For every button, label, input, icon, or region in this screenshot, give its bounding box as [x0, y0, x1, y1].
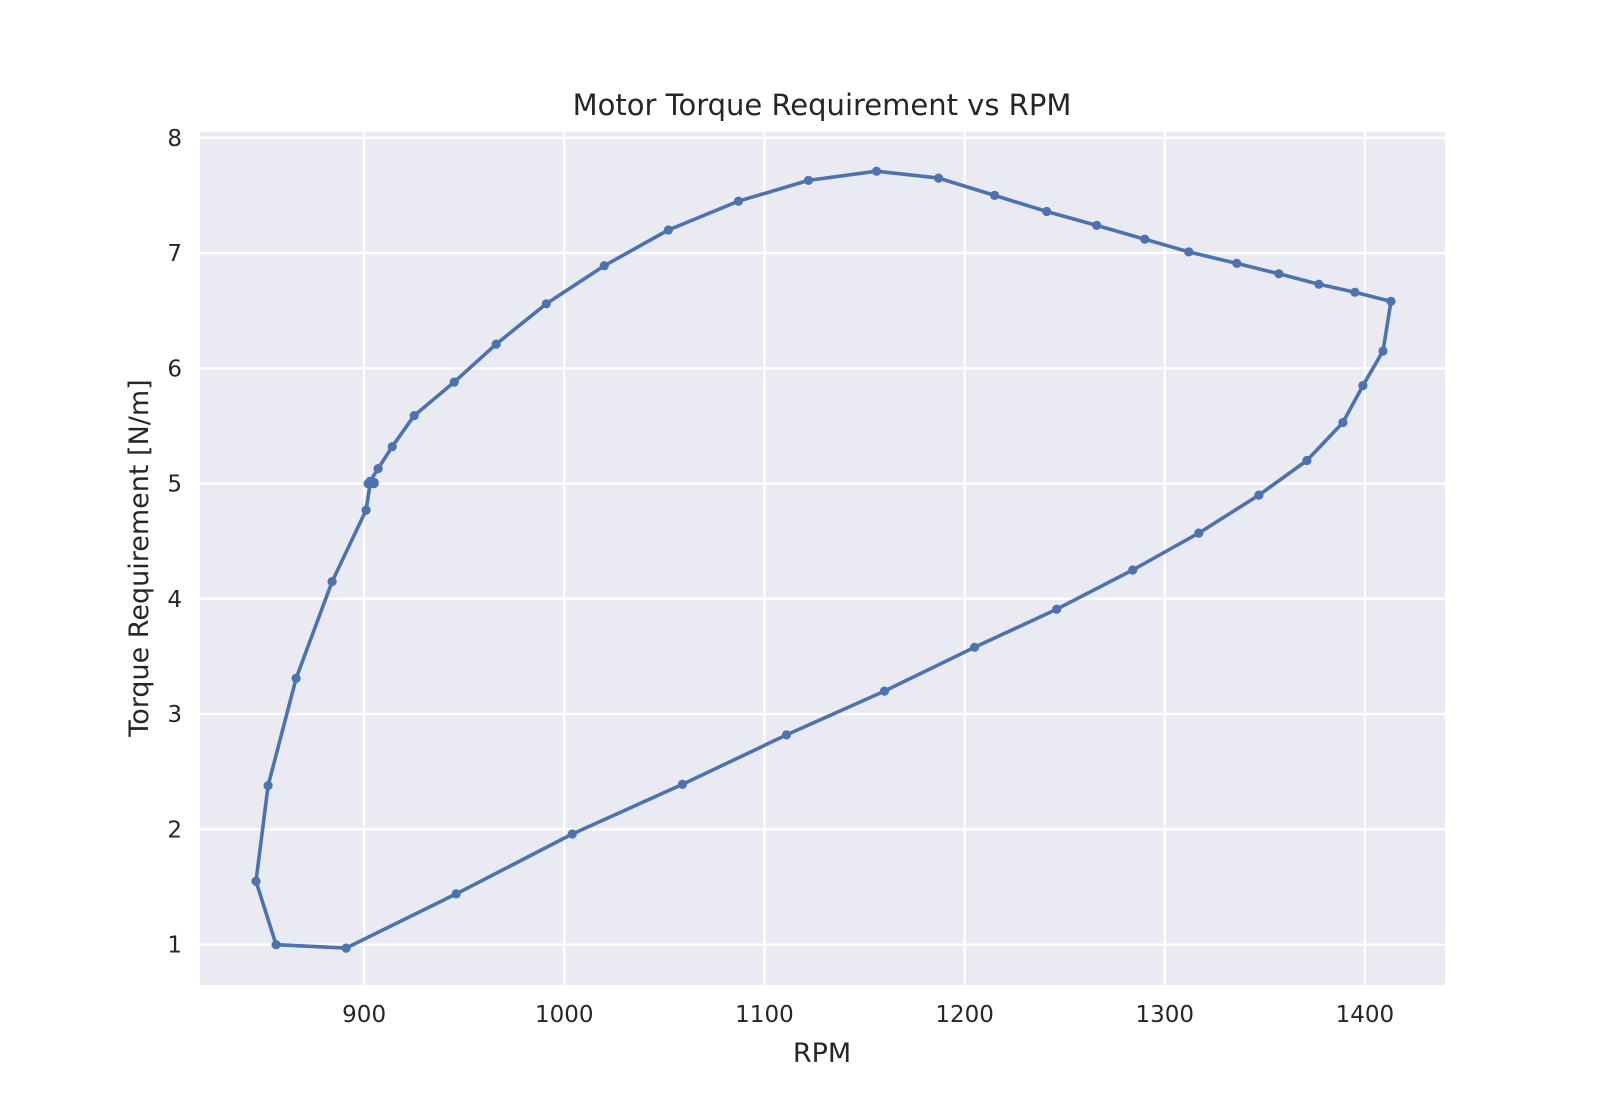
x-tick-label: 1000	[535, 1002, 594, 1028]
data-point	[327, 577, 337, 587]
data-point	[1194, 528, 1204, 538]
y-tick-label: 1	[167, 933, 182, 959]
data-point	[1314, 279, 1324, 289]
plot-background	[200, 132, 1445, 985]
data-point	[1378, 346, 1388, 356]
y-tick-label: 2	[167, 817, 182, 843]
data-point	[1358, 381, 1368, 391]
data-point	[663, 225, 674, 235]
y-axis-title: Torque Requirement [N/m]	[124, 379, 155, 737]
series-line	[254, 169, 1393, 950]
x-tick-label: 1100	[735, 1002, 794, 1028]
data-point	[291, 673, 301, 684]
data-point	[271, 940, 281, 950]
data-point	[341, 943, 351, 953]
x-tick-label: 1200	[935, 1002, 994, 1028]
data-point	[451, 889, 461, 899]
y-tick-label: 5	[167, 472, 182, 498]
data-point	[1350, 287, 1360, 297]
y-tick-label: 7	[167, 241, 182, 267]
data-point	[871, 166, 882, 176]
data-point	[1302, 455, 1312, 466]
data-point	[781, 730, 792, 740]
data-point	[1232, 258, 1242, 268]
data-point	[1386, 296, 1396, 306]
data-point	[1140, 234, 1150, 244]
data-point	[970, 642, 980, 652]
data-point	[491, 339, 501, 349]
y-tick-label: 4	[167, 587, 182, 613]
data-point	[1128, 565, 1138, 575]
data-point	[934, 173, 944, 183]
data-point	[1052, 604, 1062, 614]
data-point	[387, 442, 397, 452]
y-tick-label: 8	[167, 126, 182, 152]
data-point	[369, 477, 379, 487]
data-point	[1274, 269, 1284, 279]
data-point	[733, 196, 744, 206]
grid-lines	[200, 132, 1445, 985]
x-tick-label: 1400	[1336, 1002, 1395, 1028]
data-point	[541, 299, 551, 309]
data-point	[251, 876, 261, 886]
data-point	[567, 829, 577, 839]
data-point	[263, 781, 273, 791]
chart-title: Motor Torque Requirement vs RPM	[573, 88, 1072, 122]
x-axis-title: RPM	[793, 1038, 851, 1069]
tick-labels: 900 1000 1100 1200 1300 1400 1 2 3 4 5 6 7 8	[167, 126, 1394, 1028]
data-point	[373, 464, 383, 474]
data-point	[361, 505, 371, 515]
data-point	[1338, 417, 1348, 428]
data-point	[1042, 206, 1052, 217]
data-point	[1254, 490, 1264, 500]
x-tick-label: 1300	[1136, 1002, 1195, 1028]
data-point	[599, 261, 609, 271]
data-point	[803, 175, 814, 185]
data-point	[409, 411, 419, 421]
data-point	[449, 377, 459, 387]
data-point	[677, 779, 688, 790]
data-point	[1092, 220, 1102, 230]
y-tick-label: 6	[167, 356, 182, 382]
data-point	[1184, 247, 1194, 257]
data-point	[990, 190, 1000, 200]
x-tick-label: 900	[342, 1002, 386, 1028]
series-group	[251, 166, 1396, 953]
data-point	[879, 686, 890, 696]
y-tick-label: 3	[167, 702, 182, 728]
